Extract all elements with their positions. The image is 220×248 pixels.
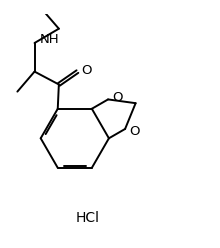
Text: HCl: HCl xyxy=(76,211,100,224)
Text: O: O xyxy=(81,64,92,77)
Text: O: O xyxy=(129,125,139,138)
Text: NH: NH xyxy=(40,32,60,46)
Text: O: O xyxy=(112,91,123,104)
